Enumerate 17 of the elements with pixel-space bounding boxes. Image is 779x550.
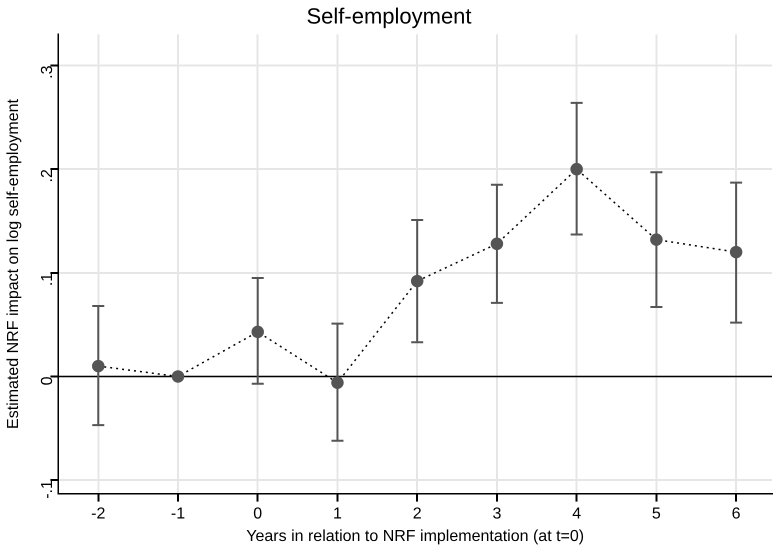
x-tick-label: 3 <box>492 506 502 523</box>
y-tick-label: .2 <box>38 169 56 182</box>
y-tick-label: .3 <box>38 65 56 79</box>
x-tick-label: 5 <box>652 506 661 523</box>
x-axis-title: Years in relation to NRF implementation (at t=0) <box>246 528 584 545</box>
y-tick-label: 0 <box>38 376 56 386</box>
x-tick-label: 2 <box>412 506 422 523</box>
chart-title: Self-employment <box>306 3 472 28</box>
x-tick-label: 4 <box>572 506 582 523</box>
y-tick-label: .1 <box>38 272 56 286</box>
x-tick-label: 6 <box>732 506 741 523</box>
x-tick-label: 1 <box>333 506 342 523</box>
y-axis-title: Estimated NRF impact on log self-employment <box>5 98 22 429</box>
x-tick-label: 0 <box>253 506 262 523</box>
x-tick-label: -1 <box>170 506 186 523</box>
x-tick-label: -2 <box>91 506 106 523</box>
y-tick-label: -.1 <box>38 480 56 499</box>
